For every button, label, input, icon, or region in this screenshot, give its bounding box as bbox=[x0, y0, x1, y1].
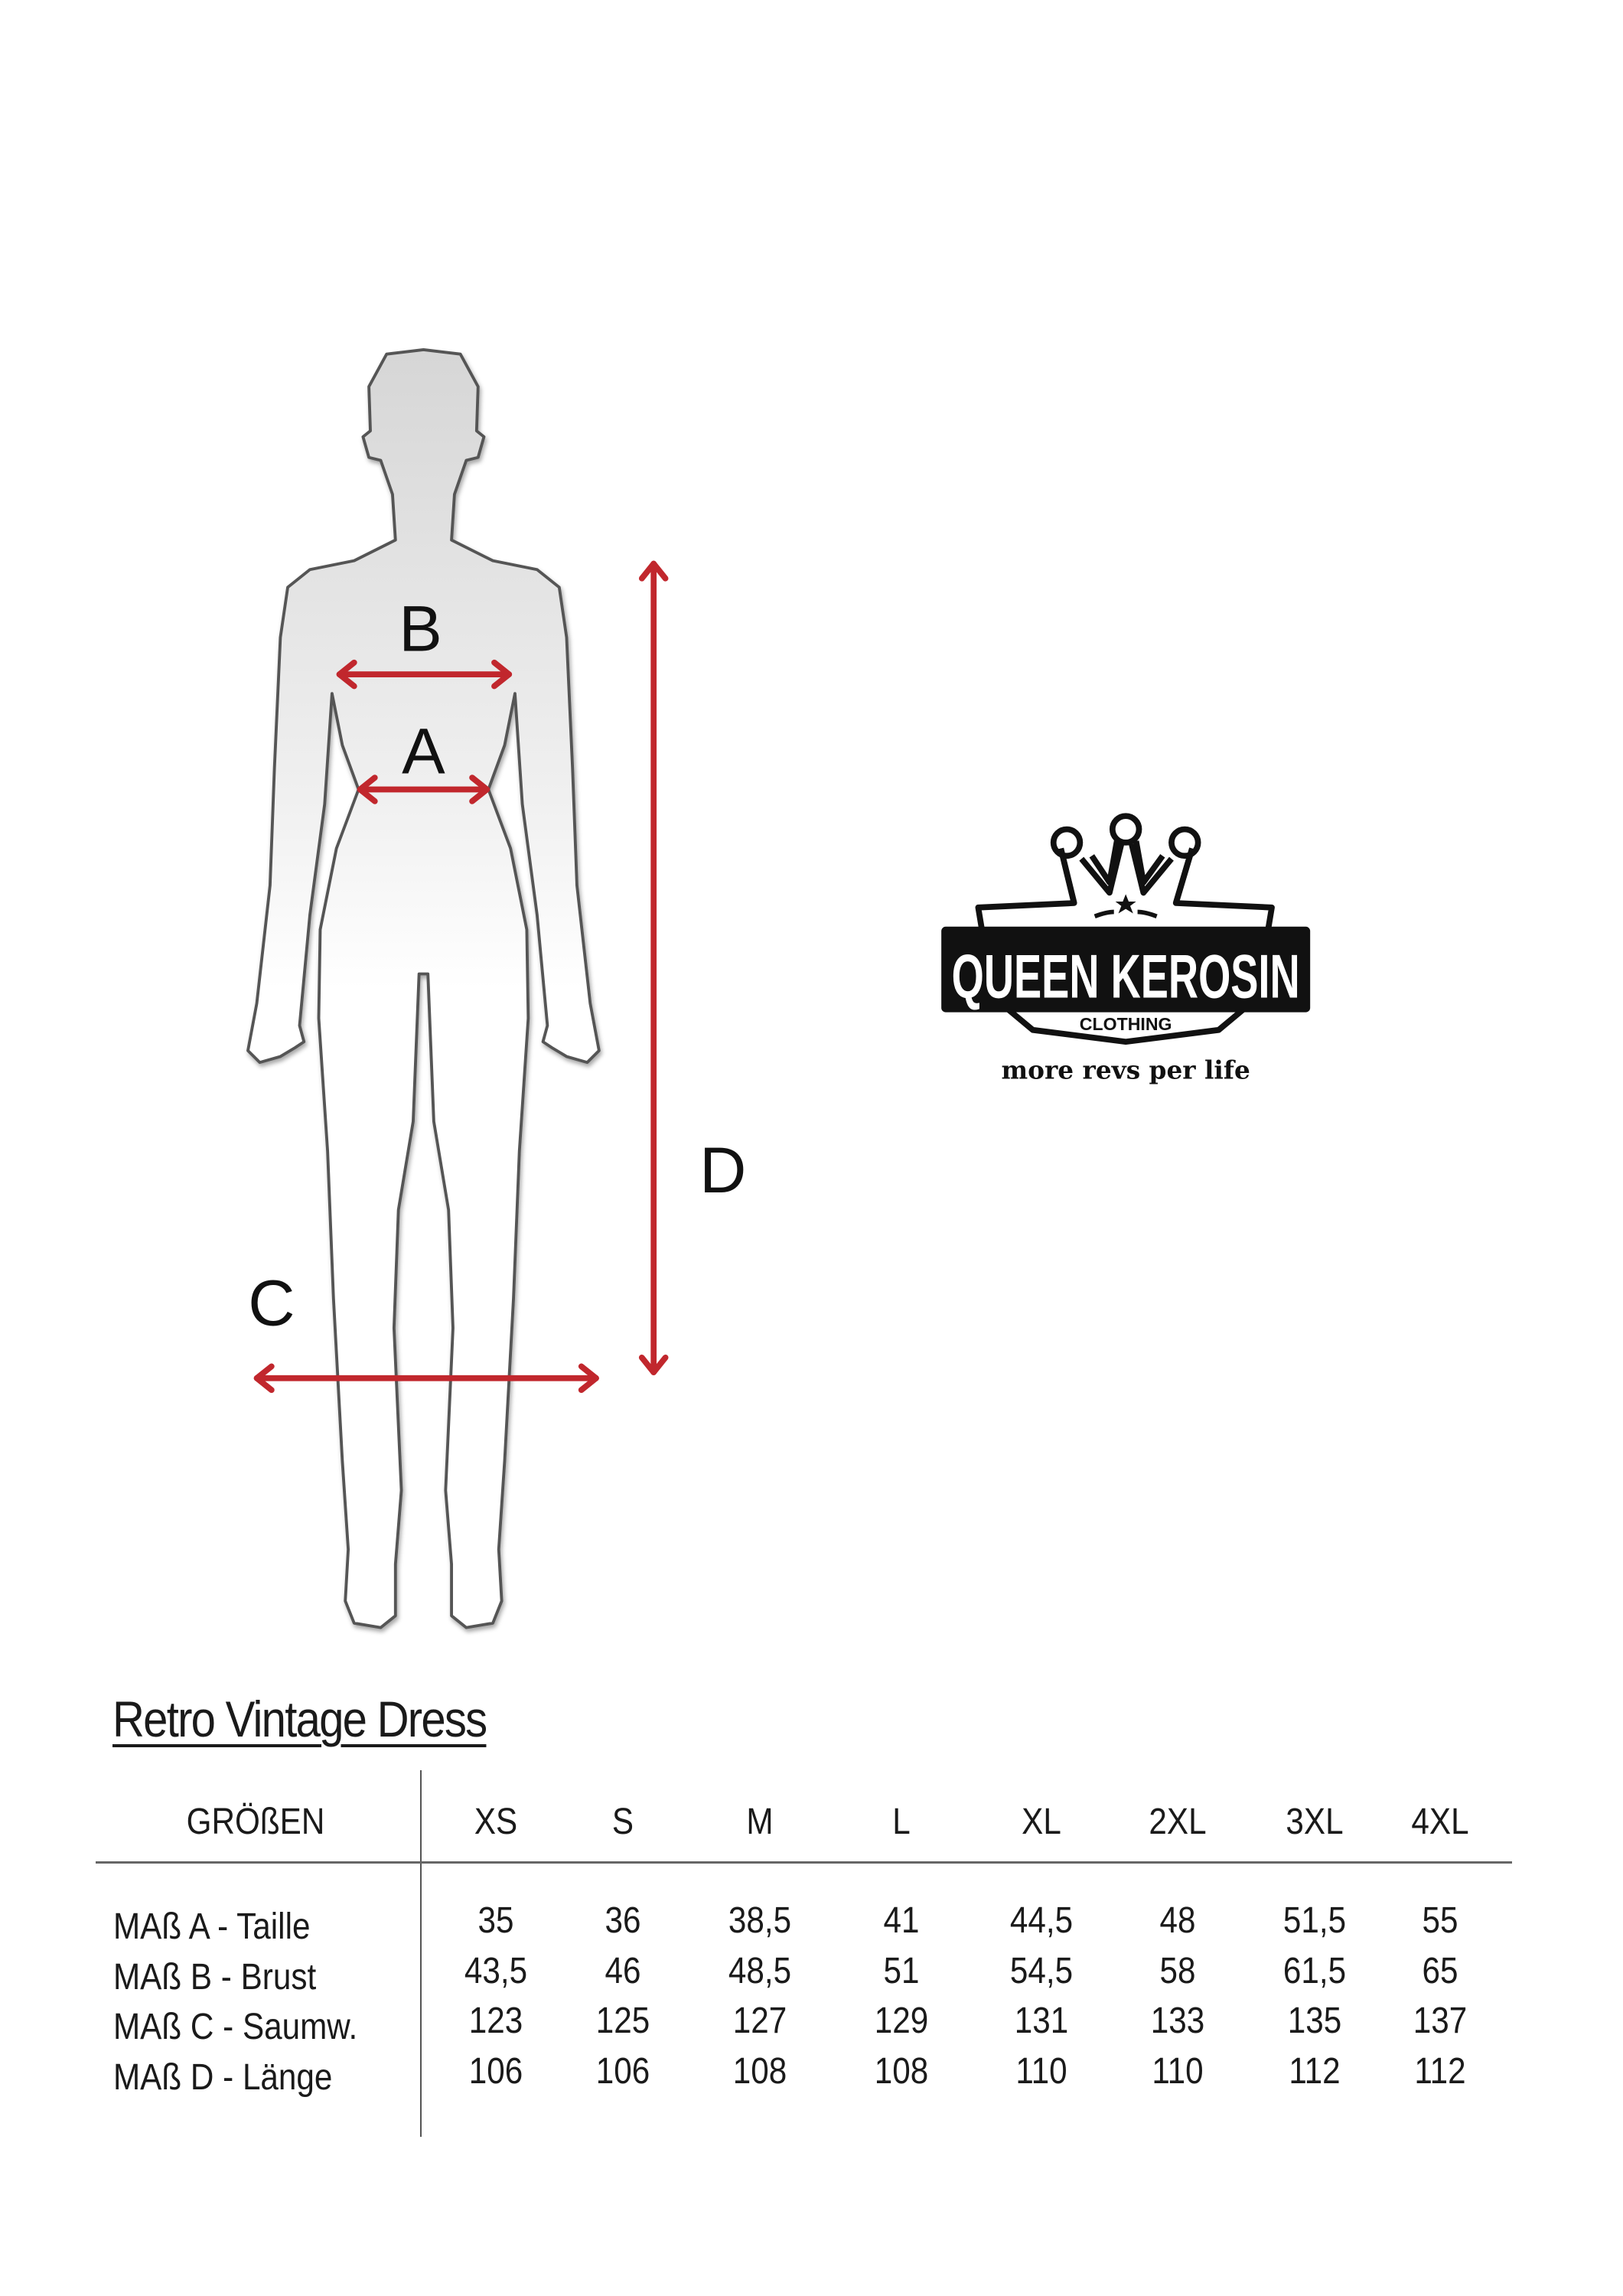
table-cell: 48,5 bbox=[728, 1951, 792, 1991]
row-label: MAß B - Brust bbox=[113, 1957, 317, 1998]
table-cell: 55 bbox=[1422, 1900, 1458, 1941]
table-cell: 65 bbox=[1422, 1951, 1458, 1991]
header-label: GRÖßEN bbox=[186, 1802, 325, 1842]
table-cell: 38,5 bbox=[728, 1900, 792, 1941]
table-cell: 44,5 bbox=[1009, 1900, 1074, 1941]
label-a: A bbox=[402, 714, 445, 787]
measure-b-arrow bbox=[336, 659, 513, 690]
label-d: D bbox=[699, 1133, 746, 1206]
table-cell: 54,5 bbox=[1009, 1951, 1074, 1991]
table-cell: 58 bbox=[1159, 1951, 1196, 1991]
measure-d-arrow bbox=[638, 560, 669, 1375]
table-cell: 125 bbox=[595, 2001, 650, 2041]
size-header: 2XL bbox=[1149, 1802, 1207, 1842]
table-cell: 112 bbox=[1289, 2051, 1341, 2092]
logo-tagline: more revs per life bbox=[1002, 1055, 1250, 1084]
table-cell: 135 bbox=[1287, 2001, 1342, 2041]
table-cell: 108 bbox=[874, 2051, 929, 2092]
logo-sub: CLOTHING bbox=[1080, 1014, 1172, 1034]
size-header: M bbox=[746, 1802, 774, 1842]
row-label: MAß C - Saumw. bbox=[113, 2007, 358, 2047]
label-c: C bbox=[248, 1266, 295, 1339]
product-title: Retro Vintage Dress bbox=[112, 1691, 487, 1747]
size-header: XS bbox=[474, 1802, 518, 1842]
table-cell: 127 bbox=[732, 2001, 787, 2041]
table-cell: 61,5 bbox=[1282, 1951, 1347, 1991]
table-cell: 51,5 bbox=[1282, 1900, 1347, 1941]
measure-a-arrow bbox=[357, 775, 490, 804]
table-cell: 106 bbox=[468, 2051, 523, 2092]
table-cell: 131 bbox=[1014, 2001, 1069, 2041]
table-cell: 137 bbox=[1413, 2001, 1468, 2041]
row-label: MAß A - Taille bbox=[113, 1906, 311, 1947]
size-header: 3XL bbox=[1286, 1802, 1344, 1842]
size-header: XL bbox=[1022, 1802, 1061, 1842]
table-cell: 46 bbox=[605, 1951, 641, 1991]
table-vertical-divider bbox=[420, 1770, 422, 2137]
table-cell: 110 bbox=[1152, 2051, 1204, 2092]
queen-kerosin-logo: QUEEN KEROSIN CLOTHING more revs per lif… bbox=[941, 813, 1311, 1084]
logo-brand: QUEEN KEROSIN bbox=[952, 942, 1300, 1011]
table-cell: 51 bbox=[883, 1951, 920, 1991]
body-silhouette bbox=[246, 348, 601, 1629]
table-cell: 108 bbox=[732, 2051, 787, 2092]
table-cell: 110 bbox=[1015, 2051, 1067, 2092]
table-horizontal-divider bbox=[96, 1861, 1512, 1864]
label-b: B bbox=[399, 592, 442, 664]
table-cell: 123 bbox=[468, 2001, 523, 2041]
measure-c-arrow bbox=[253, 1363, 599, 1394]
size-header: S bbox=[611, 1802, 634, 1842]
table-cell: 35 bbox=[477, 1900, 514, 1941]
table-cell: 129 bbox=[874, 2001, 929, 2041]
size-header: 4XL bbox=[1411, 1802, 1469, 1842]
table-cell: 133 bbox=[1150, 2001, 1205, 2041]
table-cell: 112 bbox=[1414, 2051, 1466, 2092]
table-cell: 43,5 bbox=[464, 1951, 528, 1991]
table-cell: 41 bbox=[883, 1900, 920, 1941]
table-cell: 48 bbox=[1159, 1900, 1196, 1941]
size-header: L bbox=[892, 1802, 911, 1842]
row-label: MAß D - Länge bbox=[113, 2057, 333, 2098]
table-cell: 106 bbox=[595, 2051, 650, 2092]
table-cell: 36 bbox=[605, 1900, 641, 1941]
